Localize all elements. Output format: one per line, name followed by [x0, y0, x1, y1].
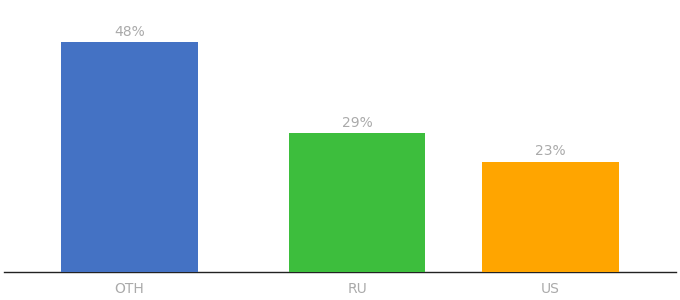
Text: 23%: 23%	[535, 144, 566, 158]
Bar	[482, 162, 619, 272]
Bar	[289, 134, 426, 272]
Text: 29%: 29%	[342, 116, 373, 130]
Bar	[61, 42, 198, 272]
Text: 48%: 48%	[114, 25, 145, 39]
